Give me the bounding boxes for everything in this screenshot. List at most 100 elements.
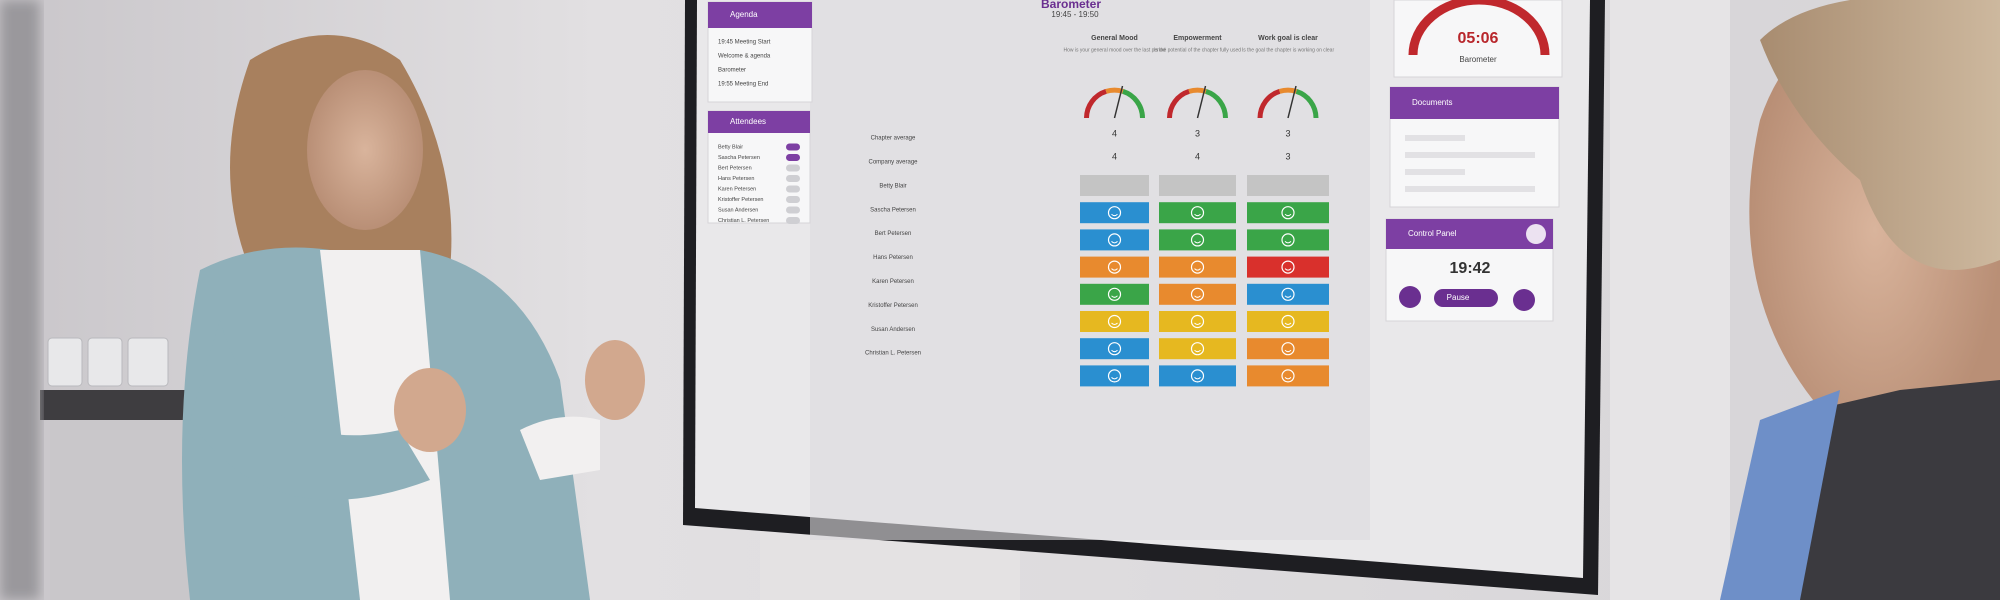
add-button: [1526, 224, 1546, 244]
gauge-needle: [1196, 85, 1207, 119]
barometer-time: 19:45 - 19:50: [1051, 10, 1099, 19]
smiley: [1107, 260, 1122, 274]
smiley-mouth: [1194, 241, 1201, 244]
smiley: [1190, 342, 1205, 356]
smiley-mouth: [1194, 268, 1201, 271]
gauge-red: [1167, 89, 1190, 119]
smiley: [1281, 287, 1295, 301]
smiley: [1281, 233, 1295, 247]
smiley-mouth: [1111, 322, 1118, 325]
response-cell: [1159, 311, 1236, 332]
response-cell: [1247, 256, 1329, 278]
pause-button: [1434, 289, 1498, 307]
timer-label: Barometer: [1459, 55, 1497, 64]
smiley: [1190, 287, 1205, 301]
attendee-toggle: [786, 185, 800, 193]
document-placeholder: [1405, 152, 1535, 158]
smiley-mouth: [1111, 241, 1118, 244]
attendee-toggle: [786, 175, 800, 182]
attendee-toggle: [786, 196, 800, 203]
smiley-mouth: [1284, 213, 1292, 217]
row-label: Betty Blair: [879, 183, 906, 189]
chapter-average: 3: [1195, 128, 1200, 138]
agenda-item: Welcome & agenda: [718, 54, 771, 60]
dashboard: Agenda 19:45 Meeting Start Welcome & agend…: [707, 0, 1563, 387]
row-label: Karen Petersen: [872, 279, 914, 285]
smiley: [1281, 342, 1295, 356]
smiley-mouth: [1111, 213, 1118, 217]
attendee-name: Bert Petersen: [718, 165, 752, 171]
barometer-title: Barometer: [1041, 0, 1101, 11]
attendee-name: Kristoffer Petersen: [718, 197, 763, 203]
agenda-item: Barometer: [718, 68, 746, 74]
response-cell: [1159, 338, 1236, 360]
smiley: [1190, 206, 1205, 220]
question-title: General Mood: [1091, 35, 1138, 42]
gauge-green: [1205, 89, 1228, 119]
response-cell: [1247, 229, 1329, 251]
row-label: Company average: [868, 159, 918, 165]
question-description: Is the potential of the chapter fully us…: [1154, 47, 1241, 53]
attendee-toggle: [786, 217, 800, 224]
smiley-mouth: [1284, 322, 1292, 325]
attendee-toggle: [786, 154, 800, 161]
response-cell: [1080, 365, 1149, 387]
response-cell: [1247, 175, 1329, 196]
smiley-mouth: [1194, 377, 1201, 380]
attendee-toggle: [786, 143, 800, 151]
timer-card: [1393, 0, 1563, 78]
smiley-mouth: [1111, 377, 1118, 380]
attendee-name: Karen Petersen: [718, 186, 756, 192]
gauge-green: [1122, 89, 1145, 119]
smiley-mouth: [1111, 295, 1118, 298]
attendee-name: Sascha Petersen: [718, 155, 760, 161]
smiley: [1107, 369, 1122, 383]
row-label: Kristoffer Petersen: [868, 303, 918, 309]
response-cell: [1247, 311, 1329, 332]
agenda-card-title: Agenda: [730, 10, 758, 19]
company-average: 4: [1112, 151, 1117, 161]
smiley: [1190, 314, 1205, 329]
documents-card-header: [1390, 87, 1559, 119]
document-placeholder: [1405, 186, 1535, 192]
attendee-name: Christian L. Petersen: [718, 218, 769, 224]
response-cell: [1080, 256, 1149, 278]
smiley: [1281, 206, 1295, 220]
attendee-name: Susan Andersen: [718, 207, 758, 213]
smiley: [1190, 369, 1205, 383]
control-panel-header: [1386, 219, 1553, 249]
smiley: [1281, 369, 1295, 383]
response-cell: [1159, 283, 1236, 305]
gauge-orange: [1188, 87, 1207, 94]
attendee-name: Betty Blair: [718, 144, 743, 150]
smiley: [1190, 233, 1205, 247]
response-cell: [1080, 202, 1149, 224]
attendees-card-header: [708, 111, 810, 133]
response-cell: [1080, 311, 1149, 332]
chapter-average: 4: [1112, 128, 1117, 138]
row-label: Hans Petersen: [873, 255, 913, 261]
smiley: [1107, 206, 1122, 220]
smiley-mouth: [1194, 349, 1201, 353]
question-title: Empowerment: [1173, 35, 1222, 42]
timer-time: 05:06: [1458, 30, 1499, 47]
question-description: How is your general mood over the last p…: [1064, 47, 1166, 53]
gauge-red: [1084, 89, 1107, 119]
response-cell: [1080, 175, 1149, 196]
question-title: Work goal is clear: [1258, 35, 1318, 42]
smiley: [1190, 260, 1205, 274]
smiley-mouth: [1111, 268, 1118, 271]
smiley-mouth: [1284, 241, 1292, 244]
smiley: [1107, 287, 1122, 301]
response-cell: [1247, 365, 1329, 387]
response-cell: [1159, 256, 1236, 278]
smiley-mouth: [1194, 213, 1201, 217]
control-panel-title: Control Panel: [1408, 229, 1457, 238]
attendee-toggle: [786, 164, 800, 172]
smiley: [1281, 260, 1295, 274]
row-label: Chapter average: [871, 136, 916, 142]
gauge-red: [1257, 89, 1281, 119]
response-cell: [1247, 283, 1329, 305]
row-label: Susan Andersen: [871, 327, 915, 333]
